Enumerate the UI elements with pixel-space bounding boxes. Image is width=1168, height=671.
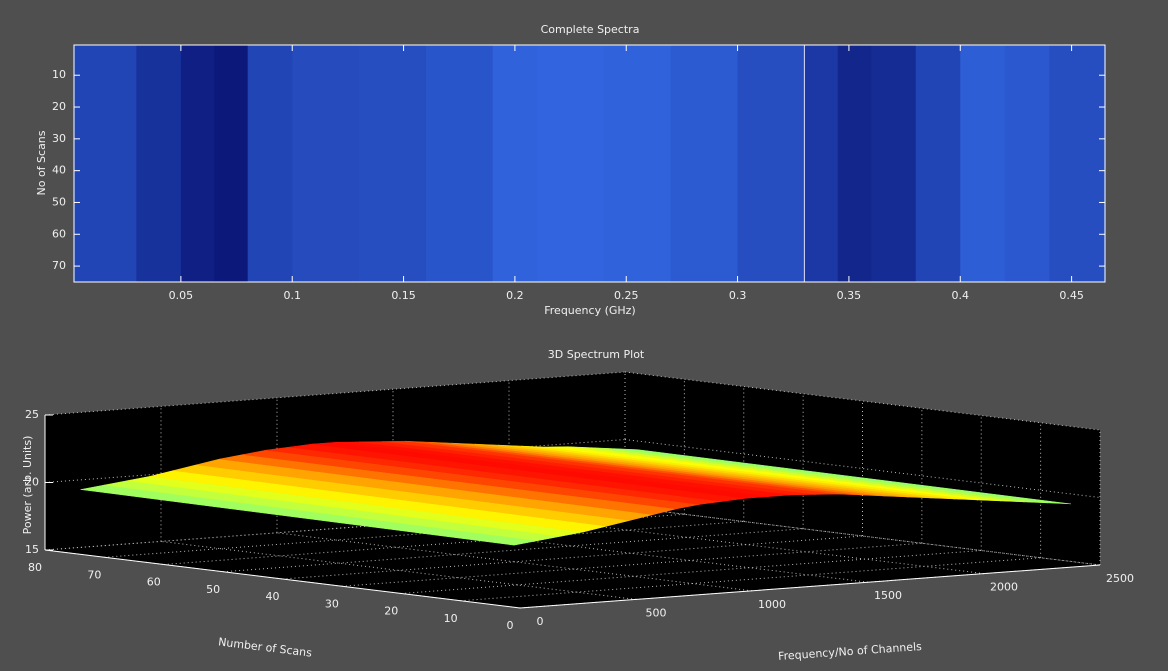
grid-line xyxy=(44,371,626,416)
y-tick-label: 0 xyxy=(507,619,514,632)
x-tick-label: 2500 xyxy=(1106,572,1134,585)
y-tick-label: 80 xyxy=(28,561,42,574)
x-tick-label: 0.2 xyxy=(506,289,524,302)
heat-cell xyxy=(737,45,805,282)
x-tick-label: 0.1 xyxy=(283,289,301,302)
y-tick-label: 70 xyxy=(52,259,66,272)
grid-line xyxy=(341,542,922,587)
y-tick-label: 20 xyxy=(52,100,66,113)
plot-frame xyxy=(73,44,1106,283)
heat-cell xyxy=(915,45,961,282)
heat-cell xyxy=(1004,45,1050,282)
x-tick-label: 500 xyxy=(646,606,667,619)
x-axis-label: Frequency (GHz) xyxy=(544,304,635,317)
x-tick-label: 2000 xyxy=(990,581,1018,594)
heat-cell xyxy=(670,45,739,282)
heat-cell xyxy=(492,45,538,282)
axis-line xyxy=(519,564,1101,609)
grid-line xyxy=(282,535,863,580)
y-tick-label: 10 xyxy=(444,612,458,625)
y-tick-label: 20 xyxy=(384,605,398,618)
heat-cell xyxy=(425,45,494,282)
z-tick-label: 20 xyxy=(25,476,39,489)
y-tick-label: 30 xyxy=(325,597,339,610)
x-tick-label: 0.45 xyxy=(1059,289,1084,302)
heat-cell xyxy=(247,45,293,282)
grid-line xyxy=(460,557,1041,602)
y-tick-label: 40 xyxy=(266,590,280,603)
z-tick-label: 15 xyxy=(25,543,39,556)
x-tick-label: 0.4 xyxy=(952,289,970,302)
z-axis-label: Power (arb. Units) xyxy=(21,436,34,535)
y-tick-label: 60 xyxy=(147,576,161,589)
z-tick-label: 25 xyxy=(25,408,39,421)
heat-cell xyxy=(960,45,1006,282)
heat-cell xyxy=(804,45,839,282)
heat-cell xyxy=(136,45,182,282)
x-tick-label: 0.05 xyxy=(169,289,194,302)
heat-cell xyxy=(603,45,672,282)
y-tick-label: 30 xyxy=(52,132,66,145)
x-tick-label: 0 xyxy=(537,615,544,628)
y-tick-label: 50 xyxy=(206,583,220,596)
x-tick-label: 1000 xyxy=(758,598,786,611)
y-tick-label: 10 xyxy=(52,68,66,81)
heat-cell xyxy=(292,45,360,282)
heat-cell xyxy=(359,45,427,282)
heat-cell xyxy=(74,45,137,282)
x-tick-label: 0.25 xyxy=(614,289,639,302)
heat-cell xyxy=(1049,45,1106,282)
y-tick-label: 60 xyxy=(52,227,66,240)
heat-cell xyxy=(537,45,605,282)
chart-title: Complete Spectra xyxy=(541,23,640,36)
x-tick-label: 0.35 xyxy=(837,289,862,302)
chart-title: 3D Spectrum Plot xyxy=(548,348,645,361)
y-axis-label: No of Scans xyxy=(35,130,48,195)
plot-area xyxy=(45,507,1100,608)
y-tick-label: 50 xyxy=(52,195,66,208)
y-tick-label: 40 xyxy=(52,164,66,177)
x-tick-label: 0.3 xyxy=(729,289,747,302)
grid-line xyxy=(223,528,804,573)
y-tick-label: 70 xyxy=(87,568,101,581)
x-tick-label: 1500 xyxy=(874,589,902,602)
axis-line xyxy=(44,549,521,609)
grid-line xyxy=(163,521,744,565)
heat-cell xyxy=(214,45,249,282)
heat-cell xyxy=(180,45,215,282)
grid-line xyxy=(401,550,982,594)
heat-cell xyxy=(871,45,917,282)
x-tick-label: 0.15 xyxy=(391,289,416,302)
heat-cell xyxy=(837,45,872,282)
surface-patch xyxy=(614,448,1071,505)
